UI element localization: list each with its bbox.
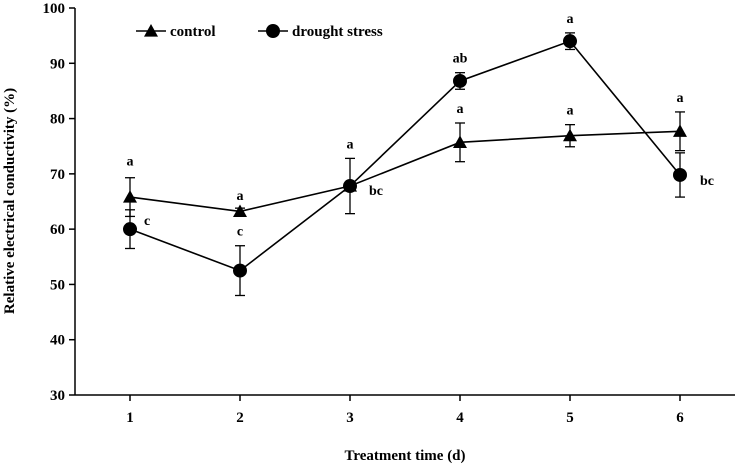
data-point-circle (343, 179, 357, 194)
data-point-circle (673, 167, 687, 182)
legend-item-circle: drought stress (258, 24, 383, 40)
x-tick-label: 6 (676, 410, 684, 426)
y-tick-label: 90 (50, 56, 65, 72)
x-tick-label: 1 (126, 410, 134, 426)
significance-label: bc (700, 174, 714, 189)
x-tick-label: 2 (236, 410, 244, 426)
data-point-circle (233, 263, 247, 278)
legend-label: drought stress (292, 24, 383, 40)
x-tick-label: 3 (346, 410, 354, 426)
data-point-circle (123, 222, 137, 237)
significance-labels: a a a a a a c c bc ab a bc (127, 12, 715, 240)
data-point-circle (563, 34, 577, 49)
significance-label: ab (453, 52, 468, 67)
legend-item-triangle: control (136, 24, 216, 40)
significance-label: c (237, 225, 243, 240)
x-ticks: 1 2 3 4 5 6 (126, 395, 684, 426)
significance-label: a (677, 91, 684, 106)
legend-marker-triangle (144, 24, 158, 37)
y-ticks: 30 40 50 60 70 80 90 100 (43, 1, 75, 404)
significance-label: a (237, 189, 244, 204)
y-tick-label: 80 (50, 112, 65, 128)
y-tick-label: 60 (50, 222, 65, 238)
data-point-circle (453, 73, 467, 88)
series-layer (123, 32, 687, 297)
x-tick-label: 5 (566, 410, 574, 426)
y-axis-title: Relative electrical conductivity (%) (2, 88, 18, 314)
data-point-triangle (233, 204, 247, 218)
y-tick-label: 40 (50, 333, 65, 349)
significance-label: c (144, 214, 150, 229)
data-point-triangle (673, 124, 687, 137)
data-point-triangle (453, 135, 467, 148)
series-circle (123, 32, 687, 297)
series-triangle (123, 111, 687, 218)
significance-label: a (567, 104, 574, 119)
axes (74, 8, 735, 396)
y-tick-label: 30 (50, 388, 65, 404)
x-axis-title: Treatment time (d) (344, 448, 465, 464)
significance-label: a (457, 102, 464, 117)
legend: control drought stress (136, 24, 383, 40)
legend-marker-circle (266, 24, 280, 38)
data-point-triangle (563, 128, 577, 142)
x-tick-label: 4 (456, 410, 464, 426)
y-tick-label: 100 (43, 1, 66, 17)
y-tick-label: 70 (50, 167, 65, 183)
data-point-triangle (123, 190, 137, 203)
significance-label: a (127, 155, 134, 170)
significance-label: a (567, 12, 574, 27)
y-tick-label: 50 (50, 277, 65, 293)
significance-label: a (347, 137, 354, 152)
legend-label: control (170, 24, 216, 40)
series-line (129, 130, 681, 213)
series-line (129, 40, 681, 272)
significance-label: bc (369, 184, 383, 199)
